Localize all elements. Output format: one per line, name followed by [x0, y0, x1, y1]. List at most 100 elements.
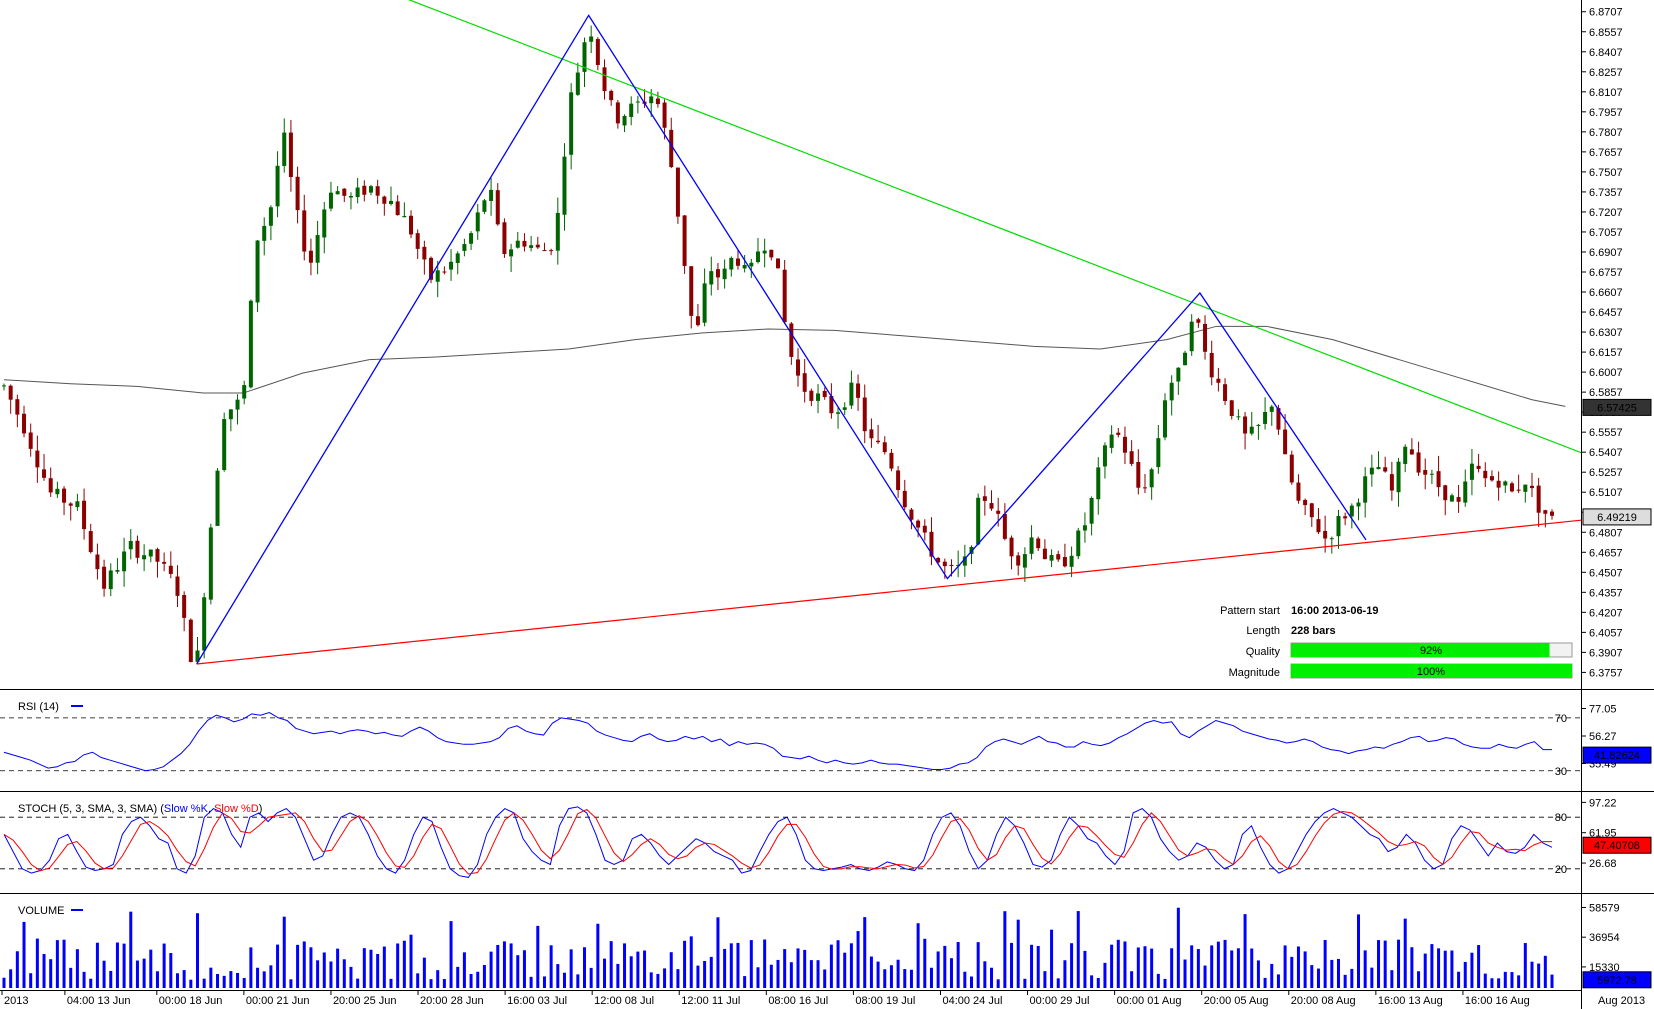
candle-body — [148, 549, 153, 557]
candle-body — [655, 98, 660, 105]
volume-bar — [809, 960, 813, 988]
axis-tick-label: 56.27 — [1589, 731, 1617, 743]
length-value: 228 bars — [1291, 625, 1336, 637]
volume-bar — [729, 943, 733, 988]
candle-body — [1056, 554, 1061, 560]
candle-body — [1503, 481, 1508, 486]
volume-bar — [482, 964, 486, 988]
volume-bar — [1377, 940, 1381, 988]
candle-body — [1176, 367, 1181, 382]
candle-body — [749, 262, 754, 267]
zigzag-pattern — [196, 14, 1367, 665]
candle-body — [15, 399, 20, 415]
candle-body — [1349, 505, 1354, 517]
volume-bar — [1410, 947, 1414, 988]
candle-body — [1189, 321, 1194, 352]
volume-bar — [556, 964, 560, 988]
volume-bar — [169, 953, 173, 988]
candle-body — [275, 165, 280, 207]
volume-bar — [1450, 950, 1454, 988]
volume-bar — [109, 970, 113, 988]
volume-bar — [1363, 950, 1367, 988]
candle-body — [809, 390, 814, 401]
candle-body — [202, 597, 207, 651]
volume-bar — [402, 940, 406, 988]
volume-bar — [636, 951, 640, 988]
volume-bar — [1183, 959, 1187, 988]
volume-bar — [1497, 978, 1501, 988]
candle-body — [1076, 530, 1081, 557]
time-tick-label: 00:00 18 Jun — [159, 995, 223, 1007]
candle-body — [168, 565, 173, 574]
volume-bar — [869, 956, 873, 988]
candle-body — [1456, 497, 1461, 502]
candle-body — [302, 210, 307, 252]
candle-body — [462, 244, 467, 251]
candle-body — [88, 531, 93, 553]
volume-bar — [222, 975, 226, 988]
candle-body — [482, 200, 487, 212]
time-tick-label: 20:00 28 Jun — [420, 995, 484, 1007]
candle-body — [1429, 473, 1434, 475]
volume-bar — [1096, 977, 1100, 988]
volume-bar — [1263, 977, 1267, 988]
volume-bar — [1517, 975, 1521, 988]
candle-body — [1009, 537, 1014, 557]
candle-body — [735, 258, 740, 266]
level-label: 80 — [1555, 812, 1567, 824]
candle-body — [322, 209, 327, 238]
volume-bar — [1176, 907, 1180, 988]
volume-bar — [889, 965, 893, 988]
axis-tick-label: 97.22 — [1589, 797, 1617, 809]
volume-bar — [983, 961, 987, 988]
candle-body — [876, 440, 881, 443]
volume-bar — [102, 960, 106, 988]
quality-value: 92% — [1420, 645, 1442, 657]
volume-bar — [1423, 953, 1427, 988]
volume-bar — [409, 934, 413, 988]
volume-bar — [1210, 945, 1214, 988]
candle-body — [635, 101, 640, 103]
pattern-start-value: 16:00 2013-06-19 — [1291, 605, 1378, 617]
candle-body — [722, 268, 727, 280]
moving-average-line — [3, 325, 1566, 407]
stoch-name: STOCH (5, 3, SMA, 3, SMA) — [18, 803, 157, 815]
candle-body — [1069, 555, 1074, 567]
candle-body — [1169, 382, 1174, 401]
price-tick-label: 6.7357 — [1589, 187, 1623, 199]
volume-bar — [189, 979, 193, 988]
candle-body — [409, 215, 414, 235]
volume-bar — [903, 969, 907, 988]
time-tick-label: 20:00 05 Aug — [1204, 995, 1269, 1007]
candle-body — [115, 570, 120, 572]
price-tick-label: 6.4507 — [1589, 567, 1623, 579]
candle-body — [42, 469, 47, 478]
candle-body — [362, 185, 367, 195]
volume-bar — [1357, 914, 1360, 988]
volume-bar — [1190, 945, 1194, 988]
stoch-legend-open: ( — [160, 803, 164, 815]
volume-bar — [89, 978, 93, 988]
candle-body — [649, 96, 654, 104]
price-tick-label: 6.3757 — [1589, 667, 1623, 679]
candle-body — [455, 253, 460, 263]
candle-body — [315, 235, 320, 263]
volume-bar — [736, 942, 740, 988]
candle-body — [522, 240, 527, 247]
volume-bar — [342, 959, 346, 988]
volume-bar — [1470, 952, 1474, 988]
candle-body — [1403, 446, 1408, 464]
candle-body — [469, 233, 474, 244]
volume-bar — [202, 978, 206, 988]
volume-bar — [422, 957, 426, 988]
volume-bar — [1296, 946, 1300, 988]
volume-bar — [1276, 974, 1280, 988]
volume-bar — [769, 964, 773, 988]
volume-bar — [1236, 948, 1240, 988]
price-panel: 6.8707 6.8557 6.8407 6.8257 6.8107 6.7957 6.78… — [2, 0, 1652, 680]
volume-bar — [155, 971, 159, 988]
x-axis-right-label: Aug 2013 — [1598, 995, 1645, 1007]
volume-bar — [1336, 958, 1340, 988]
pattern-info: Pattern start 16:00 2013-06-19 Length 22… — [1220, 605, 1573, 679]
